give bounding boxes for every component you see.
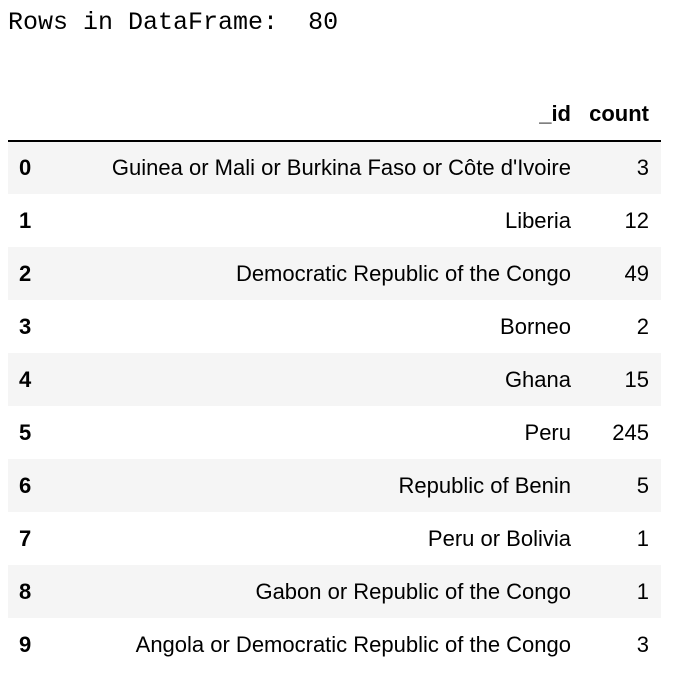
table-row: 5 Peru 245 (8, 406, 661, 459)
table-row: 3 Borneo 2 (8, 300, 661, 353)
row-index: 0 (19, 155, 32, 180)
row-index: 8 (19, 578, 32, 604)
cell-count: 12 (624, 207, 649, 233)
cell-id: Liberia (504, 207, 571, 233)
table-row: 4 Ghana 15 (8, 353, 661, 406)
table-row: 7 Peru or Bolivia 1 (8, 512, 661, 565)
row-index: 9 (19, 631, 32, 657)
table-row: 6 Republic of Benin 5 (8, 459, 661, 512)
cell-id: Peru or Bolivia (427, 525, 571, 551)
cell-count: 1 (636, 525, 649, 551)
index-header (8, 88, 55, 142)
cell-id: Democratic Republic of the Congo (235, 260, 571, 286)
dataframe-table: _id count 0 Guinea or Mali or Burkina Fa… (8, 88, 661, 671)
column-header-count: count (583, 88, 661, 142)
cell-id: Gabon or Republic of the Congo (255, 578, 571, 604)
cell-count: 3 (636, 155, 649, 180)
cell-id: Angola or Democratic Republic of the Con… (135, 631, 571, 657)
cell-id: Republic of Benin (398, 472, 571, 498)
rows-label: Rows in DataFrame: (8, 8, 279, 37)
cell-id: Peru (524, 419, 571, 445)
table-header-row: _id count (8, 88, 661, 142)
row-index: 4 (19, 366, 32, 392)
cell-count: 5 (636, 472, 649, 498)
row-index: 6 (19, 472, 32, 498)
cell-count: 245 (612, 419, 649, 445)
table-row: 0 Guinea or Mali or Burkina Faso or Côte… (8, 141, 661, 194)
cell-count: 2 (636, 313, 649, 339)
row-index: 2 (19, 260, 32, 286)
cell-id: Ghana (504, 366, 571, 392)
cell-id: Guinea or Mali or Burkina Faso or Côte d… (111, 155, 571, 180)
table-row: 8 Gabon or Republic of the Congo 1 (8, 565, 661, 618)
cell-id: Borneo (500, 313, 571, 339)
row-index: 1 (19, 207, 32, 233)
cell-count: 15 (624, 366, 649, 392)
column-header-id: _id (55, 88, 583, 142)
cell-count: 1 (636, 578, 649, 604)
cell-count: 49 (624, 260, 649, 286)
cell-count: 3 (636, 631, 649, 657)
row-index: 3 (19, 313, 32, 339)
table-row: 1 Liberia 12 (8, 194, 661, 247)
table-row: 2 Democratic Republic of the Congo 49 (8, 247, 661, 300)
rows-value: 80 (308, 8, 339, 37)
row-index: 7 (19, 525, 32, 551)
row-index: 5 (19, 419, 32, 445)
table-row: 9 Angola or Democratic Republic of the C… (8, 618, 661, 671)
output-text: Rows in DataFrame: 80 (8, 6, 338, 40)
